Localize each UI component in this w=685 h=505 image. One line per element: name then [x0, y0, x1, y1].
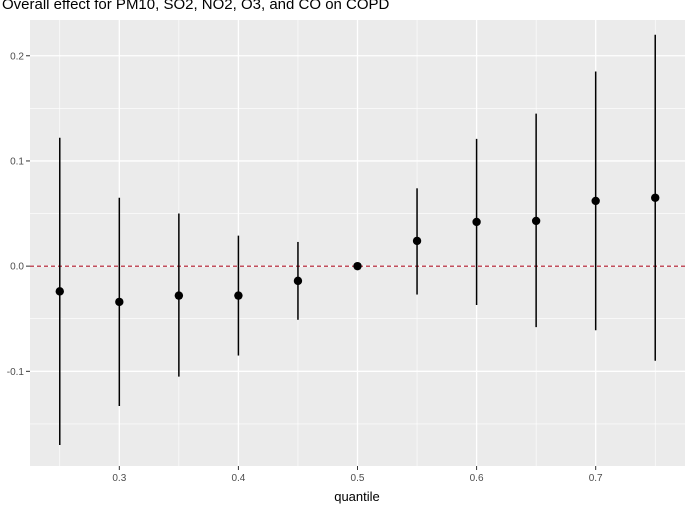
x-tick-label: 0.6	[470, 473, 484, 484]
data-point	[353, 261, 362, 271]
y-tick-label: -0.1	[7, 367, 25, 378]
data-point	[591, 196, 600, 206]
y-tick-label: 0.2	[10, 51, 24, 62]
data-point	[531, 216, 541, 226]
data-point	[472, 217, 481, 227]
y-tick-label: 0.1	[10, 156, 24, 167]
data-point	[651, 193, 660, 202]
data-point	[55, 287, 64, 296]
data-point	[293, 276, 303, 286]
x-tick-label: 0.5	[351, 473, 365, 484]
x-tick-label: 0.3	[112, 473, 126, 484]
chart-title: Overall effect for PM10, SO2, NO2, O3, a…	[2, 0, 390, 13]
x-tick-label: 0.4	[231, 473, 245, 484]
data-point	[174, 291, 184, 300]
data-point	[412, 236, 422, 246]
data-point	[115, 297, 124, 307]
data-points	[55, 193, 660, 307]
axis-ticks: 0.3 0.4 0.5 0.6 0.7 -0.1 0.0 0.1 0.2	[7, 51, 603, 484]
data-point	[234, 291, 243, 300]
x-axis-label: quantile	[334, 489, 380, 504]
y-tick-label: 0.0	[10, 262, 24, 273]
x-tick-label: 0.7	[589, 473, 603, 484]
